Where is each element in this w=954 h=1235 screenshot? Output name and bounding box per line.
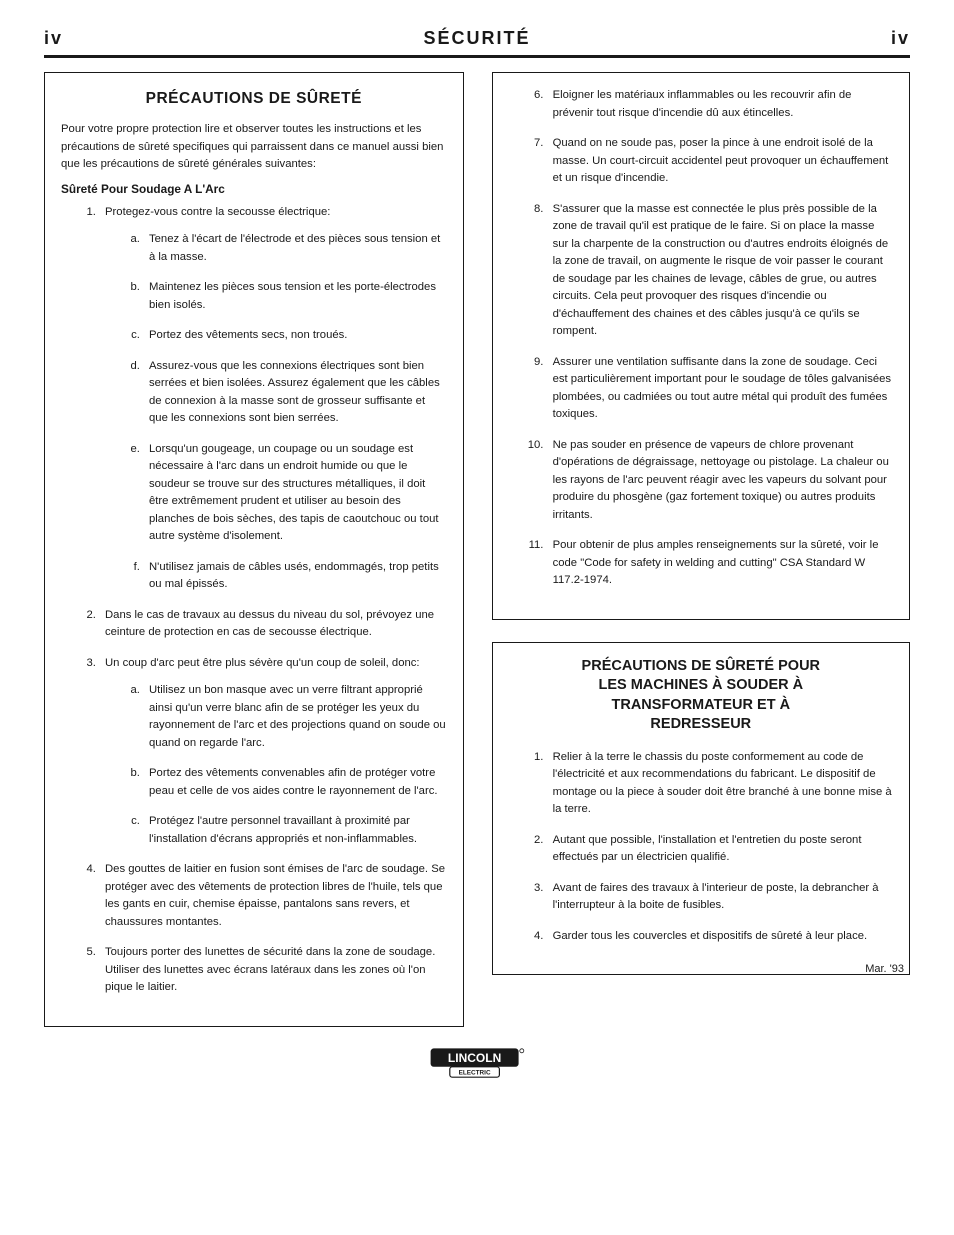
list-item: Portez des vêtements convenables afin de… <box>143 765 447 800</box>
revision-date: Mar. '93 <box>492 963 910 975</box>
safety-box-left: PRÉCAUTIONS DE SÛRETÉ Pour votre propre … <box>44 72 464 1027</box>
list-item: Ne pas souder en présence de vapeurs de … <box>547 437 893 525</box>
list-item: Tenez à l'écart de l'électrode et des pi… <box>143 231 447 266</box>
safety-box-right: Eloigner les matériaux inflammables ou l… <box>492 72 910 620</box>
list-item: Maintenez les pièces sous tension et les… <box>143 279 447 314</box>
list-item: Eloigner les matériaux inflammables ou l… <box>547 87 893 122</box>
list-item: Avant de faires des travaux à l'interieu… <box>547 880 893 915</box>
list-item: N'utilisez jamais de câbles usés, endomm… <box>143 559 447 594</box>
list-item: Portez des vêtements secs, non troués. <box>143 327 447 345</box>
list-item-text: Protegez-vous contre la secousse électri… <box>105 206 330 218</box>
left-subhead: Sûreté Pour Soudage A L'Arc <box>61 180 447 198</box>
list-item: Assurer une ventilation suffisante dans … <box>547 354 893 424</box>
page-header: iv SÉCURITÉ iv <box>44 28 910 58</box>
list-item: Dans le cas de travaux au dessus du nive… <box>99 607 447 642</box>
list-item: Lorsqu'un gougeage, un coupage ou un sou… <box>143 441 447 546</box>
warning-box: PRÉCAUTIONS DE SÛRETÉ POUR LES MACHINES … <box>492 642 910 976</box>
list-item: Utilisez un bon masque avec un verre fil… <box>143 682 447 752</box>
page-title: SÉCURITÉ <box>104 28 850 49</box>
lincoln-logo: LINCOLN ELECTRIC <box>44 1045 910 1088</box>
warn-line: REDRESSEUR <box>650 716 751 732</box>
left-sublist-1: Tenez à l'écart de l'électrode et des pi… <box>105 231 447 594</box>
list-item: Quand on ne soude pas, poser la pince à … <box>547 135 893 188</box>
warn-line: PRÉCAUTIONS DE SÛRETÉ POUR <box>582 658 820 674</box>
list-item: S'assurer que la masse est connectée le … <box>547 201 893 341</box>
list-item: Des gouttes de laitier en fusion sont ém… <box>99 861 447 931</box>
lincoln-logo-icon: LINCOLN ELECTRIC <box>429 1045 525 1083</box>
content-columns: PRÉCAUTIONS DE SÛRETÉ Pour votre propre … <box>44 72 910 1027</box>
right-column: Eloigner les matériaux inflammables ou l… <box>492 72 910 1027</box>
list-item: Garder tous les couvercles et dispositif… <box>547 928 893 946</box>
list-item: Pour obtenir de plus amples renseignemen… <box>547 537 893 590</box>
logo-text-bottom: ELECTRIC <box>459 1069 491 1076</box>
list-item: Toujours porter des lunettes de sécurité… <box>99 944 447 997</box>
page-number-left: iv <box>44 28 104 49</box>
list-item: Assurez-vous que les connexions électriq… <box>143 358 447 428</box>
list-item: Un coup d'arc peut être plus sévère qu'u… <box>99 655 447 849</box>
left-list-1: Protegez-vous contre la secousse électri… <box>61 204 447 997</box>
list-item: Relier à la terre le chassis du poste co… <box>547 749 893 819</box>
warn-line: LES MACHINES À SOUDER À <box>598 677 803 693</box>
logo-text-top: LINCOLN <box>448 1051 501 1065</box>
list-item: Protegez-vous contre la secousse électri… <box>99 204 447 594</box>
right-list: Eloigner les matériaux inflammables ou l… <box>509 87 893 590</box>
warning-heading: PRÉCAUTIONS DE SÛRETÉ POUR LES MACHINES … <box>509 657 893 735</box>
left-sublist-2: Utilisez un bon masque avec un verre fil… <box>105 682 447 848</box>
left-heading: PRÉCAUTIONS DE SÛRETÉ <box>61 87 447 111</box>
left-intro: Pour votre propre protection lire et obs… <box>61 121 447 174</box>
list-item: Autant que possible, l'installation et l… <box>547 832 893 867</box>
warn-line: TRANSFORMATEUR ET À <box>612 697 791 713</box>
list-item: Protégez l'autre personnel travaillant à… <box>143 813 447 848</box>
page-number-right: iv <box>850 28 910 49</box>
list-item-text: Un coup d'arc peut être plus sévère qu'u… <box>105 657 420 669</box>
warning-list: Relier à la terre le chassis du poste co… <box>509 749 893 946</box>
